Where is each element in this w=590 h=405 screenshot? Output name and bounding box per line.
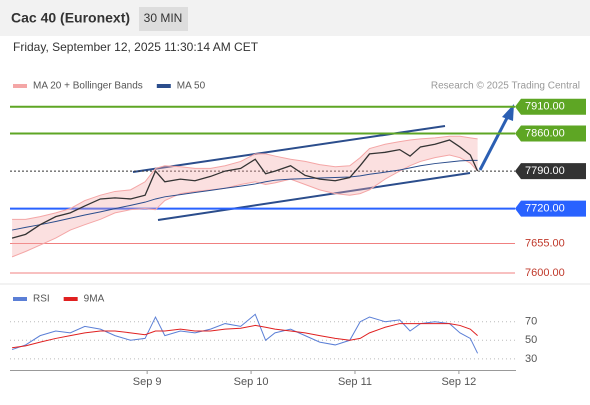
forecast-arrow (478, 104, 514, 171)
price-line (11, 139, 479, 239)
channel-lower (157, 172, 471, 221)
y-tick-label: 30 (525, 353, 537, 365)
legend-swatch (13, 84, 27, 88)
interval-badge (139, 7, 188, 31)
series-line (11, 159, 478, 231)
level-tag (515, 163, 586, 180)
series-line (11, 313, 479, 354)
legend-swatch (63, 297, 78, 301)
legend-label: MA 20 + Bollinger Bands (33, 81, 143, 92)
legend-label: RSI (33, 294, 50, 305)
level-tag (515, 200, 586, 217)
legend-swatch (156, 84, 171, 88)
level-label: 7860.00 (525, 127, 565, 139)
x-tick-label: Sep 12 (441, 376, 476, 388)
timestamp: Friday, September 12, 2025 11:30:14 AM C… (13, 40, 259, 54)
level-tag (515, 98, 586, 115)
band-upper (12, 135, 478, 220)
level-label: 7655.00 (525, 237, 565, 249)
x-axis (10, 370, 516, 371)
level-label: 7910.00 (525, 101, 565, 113)
header-bar (0, 0, 590, 36)
credit: Research © 2025 Trading Central (431, 81, 580, 92)
series-line (12, 323, 478, 349)
title: Cac 40 (Euronext) (11, 10, 130, 26)
y-tick-label: 70 (525, 316, 537, 328)
level-label: 7720.00 (525, 203, 565, 215)
x-tick-label: Sep 9 (133, 376, 162, 388)
legend-swatch (13, 297, 27, 301)
legend-label: MA 50 (177, 81, 206, 92)
x-tick-label: Sep 11 (338, 376, 372, 388)
y-tick-label: 50 (525, 334, 537, 346)
level-label: 7600.00 (525, 267, 565, 279)
level-label: 7790.00 (525, 165, 565, 177)
bollinger-band (12, 136, 478, 257)
interval: 30 MIN (144, 11, 183, 25)
level-tag (515, 125, 586, 142)
legend-label: 9MA (84, 294, 105, 305)
x-tick-label: Sep 10 (234, 376, 269, 388)
